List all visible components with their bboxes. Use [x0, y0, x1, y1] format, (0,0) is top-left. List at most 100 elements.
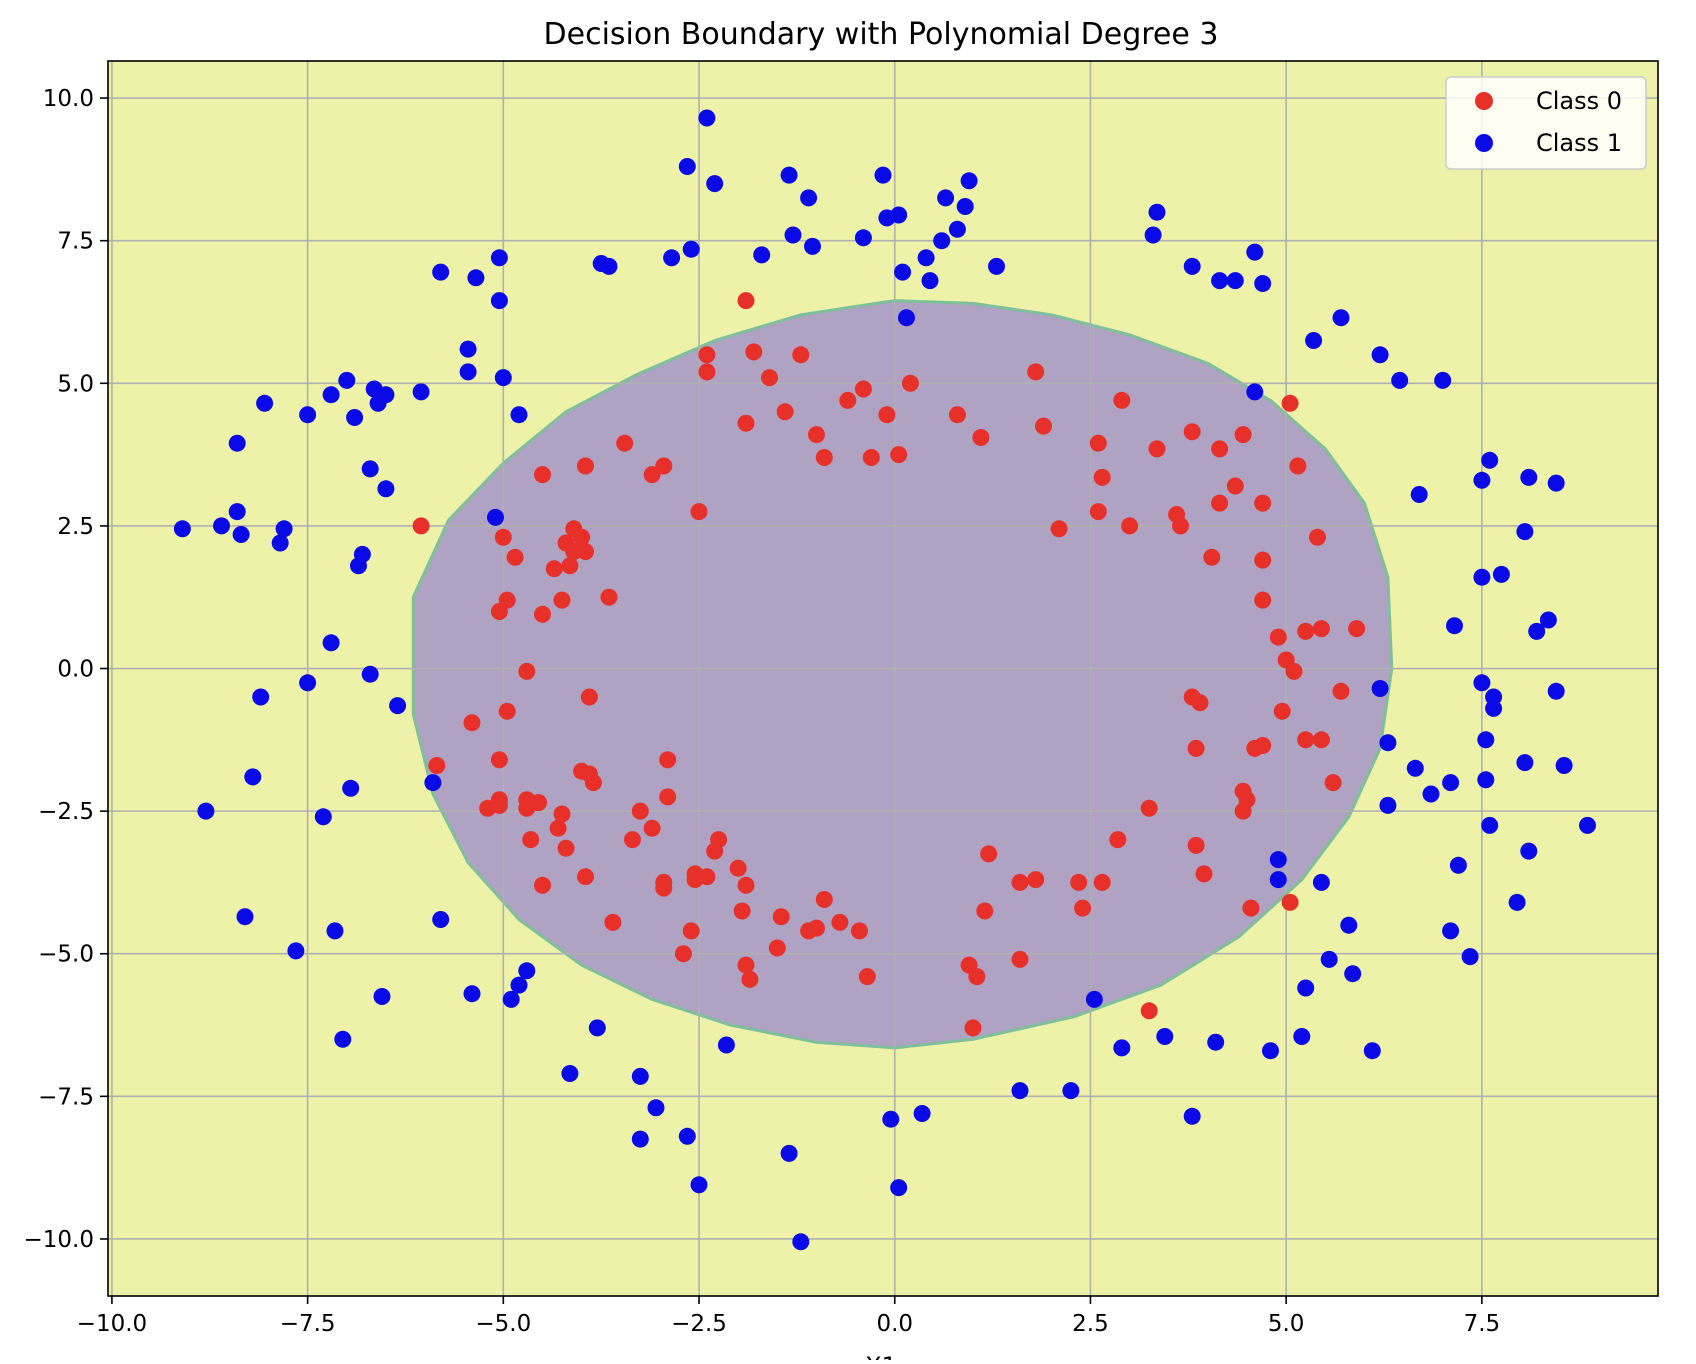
class-1-point — [377, 480, 395, 498]
class-0-point — [1140, 799, 1158, 817]
plot-frame — [107, 60, 1659, 1297]
class-0-point — [643, 819, 661, 837]
class-0-point — [1011, 873, 1029, 891]
class-1-point — [1449, 856, 1467, 874]
class-0-point — [631, 802, 649, 820]
class-0-point — [686, 871, 704, 889]
class-0-point — [890, 446, 908, 464]
class-1-point — [913, 1105, 931, 1122]
class-1-point — [631, 1067, 649, 1085]
class-1-point — [698, 109, 716, 127]
class-1-point — [1406, 759, 1424, 777]
class-0-point — [1312, 620, 1330, 638]
class-1-point — [1442, 774, 1460, 792]
class-0-point — [1187, 739, 1205, 757]
class-1-point — [1340, 916, 1358, 934]
class-1-point — [561, 1065, 579, 1082]
class-1-point — [1183, 257, 1201, 275]
x-tick-label: 0.0 — [876, 1311, 913, 1337]
class-0-point — [1089, 434, 1107, 452]
class-0-point — [604, 913, 622, 931]
class-1-point — [663, 249, 681, 267]
series-class-0 — [412, 292, 1366, 1037]
class-1-point — [232, 526, 250, 543]
class-1-point — [1262, 1042, 1279, 1060]
class-0-point — [1312, 731, 1330, 749]
class-0-point — [776, 403, 794, 421]
class-1-point — [173, 520, 191, 538]
class-0-point — [534, 466, 551, 484]
class-0-point — [772, 908, 790, 926]
class-1-point — [424, 774, 442, 792]
class-1-point — [1516, 523, 1534, 541]
class-1-point — [753, 246, 771, 264]
class-1-point — [213, 517, 230, 535]
class-0-point — [901, 374, 919, 392]
class-0-point — [1093, 468, 1111, 486]
class-1-point — [933, 232, 951, 250]
class-0-point — [1027, 871, 1045, 889]
class-1-point — [717, 1036, 735, 1054]
class-1-point — [510, 976, 528, 994]
y-tick-label: 2.5 — [57, 514, 94, 540]
x-tick-label: −10.0 — [77, 1311, 147, 1337]
class-1-point — [1477, 771, 1495, 789]
class-1-point — [1312, 873, 1330, 891]
class-0-point — [792, 346, 810, 364]
class-0-point — [506, 548, 524, 566]
class-0-point — [706, 842, 724, 860]
class-1-point — [1473, 674, 1491, 692]
class-0-point — [1172, 517, 1189, 535]
class-1-point — [299, 674, 317, 692]
legend-label: Class 0 — [1536, 87, 1622, 115]
class-1-point — [271, 534, 289, 552]
class-1-point — [874, 166, 892, 184]
class-0-point — [682, 922, 700, 940]
points-layer — [173, 109, 1596, 1251]
legend-marker-class-1 — [1475, 134, 1493, 152]
class-1-point — [1085, 990, 1103, 1008]
class-0-point — [972, 429, 990, 446]
class-1-point — [948, 220, 966, 238]
class-0-point — [1203, 548, 1221, 566]
class-0-point — [1195, 865, 1213, 883]
class-0-point — [1254, 551, 1272, 569]
class-0-point — [643, 466, 661, 484]
class-0-point — [498, 702, 516, 720]
class-0-point — [1121, 517, 1139, 535]
class-1-point — [1481, 816, 1499, 834]
class-1-point — [1144, 226, 1162, 244]
class-0-point — [1309, 528, 1326, 546]
class-0-point — [741, 970, 759, 988]
class-0-point — [573, 762, 591, 780]
class-1-point — [502, 990, 520, 1008]
class-1-point — [346, 409, 364, 426]
class-0-point — [1035, 417, 1052, 435]
class-1-point — [252, 688, 270, 706]
class-0-point — [1027, 363, 1045, 381]
class-0-point — [858, 968, 876, 986]
class-0-point — [1289, 457, 1307, 475]
legend-label: Class 1 — [1536, 129, 1622, 157]
class-1-point — [228, 434, 246, 452]
class-0-point — [1254, 494, 1272, 512]
y-tick-label: 5.0 — [57, 371, 94, 397]
class-0-point — [624, 831, 641, 849]
class-1-point — [322, 634, 340, 652]
class-0-point — [577, 457, 594, 475]
class-1-point — [890, 206, 908, 224]
class-1-point — [1305, 332, 1323, 349]
class-0-point — [968, 968, 986, 986]
class-1-point — [1297, 979, 1315, 997]
class-1-point — [882, 1110, 900, 1128]
class-0-point — [545, 560, 563, 578]
class-1-point — [510, 406, 528, 424]
class-1-point — [600, 257, 618, 275]
class-1-point — [1379, 796, 1397, 814]
class-0-point — [1297, 731, 1315, 749]
class-0-point — [737, 956, 755, 974]
class-1-point — [1211, 272, 1229, 290]
class-1-point — [682, 240, 700, 258]
class-0-point — [948, 406, 966, 424]
